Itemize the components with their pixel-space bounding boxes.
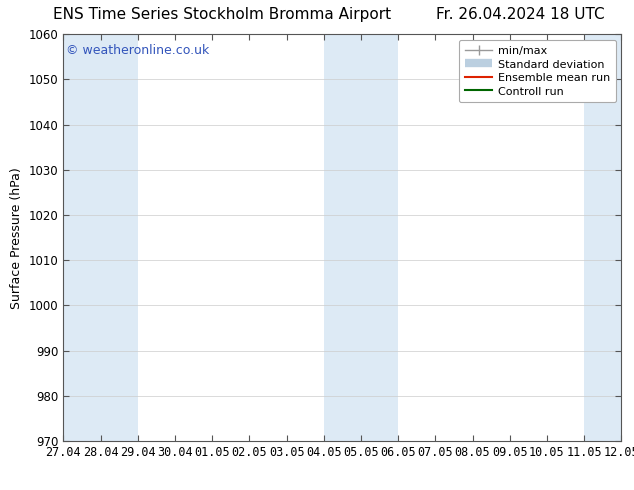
Bar (584, 34, 621, 441)
Bar (101, 34, 138, 441)
Bar (324, 34, 361, 441)
Y-axis label: Surface Pressure (hPa): Surface Pressure (hPa) (10, 167, 23, 309)
Text: © weatheronline.co.uk: © weatheronline.co.uk (66, 45, 209, 57)
Text: Fr. 26.04.2024 18 UTC: Fr. 26.04.2024 18 UTC (436, 7, 604, 23)
Bar (63, 34, 101, 441)
Text: ENS Time Series Stockholm Bromma Airport: ENS Time Series Stockholm Bromma Airport (53, 7, 391, 23)
Legend: min/max, Standard deviation, Ensemble mean run, Controll run: min/max, Standard deviation, Ensemble me… (459, 40, 616, 102)
Bar (361, 34, 398, 441)
